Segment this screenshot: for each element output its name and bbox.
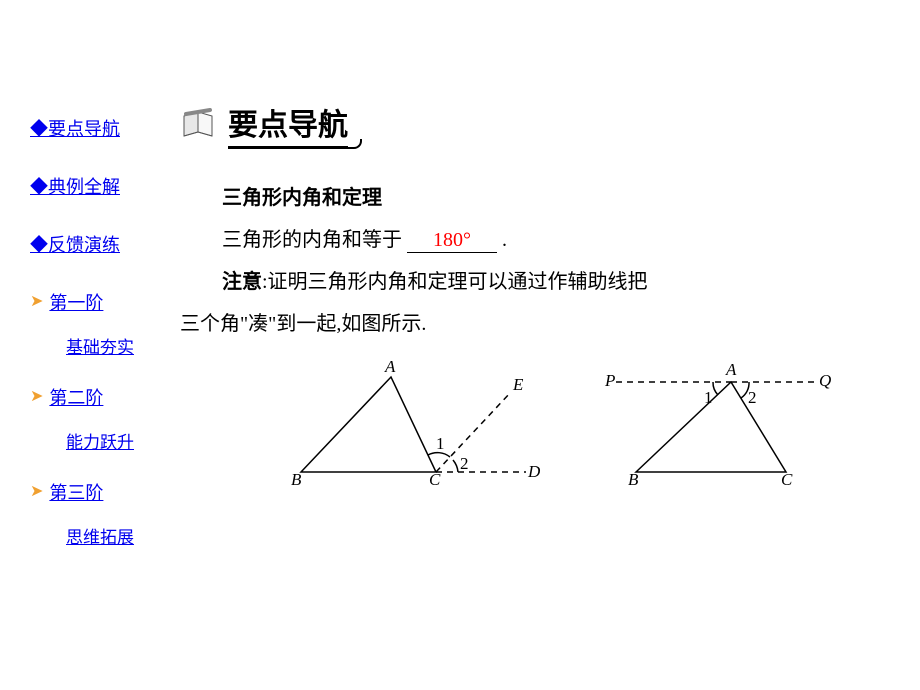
nav-stage2-wrap: ➤ 第二阶 bbox=[30, 384, 160, 410]
line3: 三个角"凑"到一起,如图所示. bbox=[180, 303, 890, 345]
label-D: D bbox=[527, 462, 541, 481]
section-heading: 要点导航 bbox=[180, 100, 890, 149]
note-label: 注意 bbox=[222, 271, 262, 293]
nav-feedback[interactable]: ◆反馈演练 bbox=[30, 231, 160, 257]
heading-text: 要点导航 bbox=[228, 100, 348, 149]
nav-stage3[interactable]: 第三阶 bbox=[49, 479, 103, 505]
label-Q: Q bbox=[819, 371, 831, 390]
nav-stage1[interactable]: 第一阶 bbox=[49, 289, 103, 315]
line1-prefix: 三角形的内角和等于 bbox=[222, 229, 402, 251]
book-icon bbox=[180, 106, 218, 144]
nav-stage3-wrap: ➤ 第三阶 bbox=[30, 479, 160, 505]
line1-suffix: . bbox=[502, 229, 507, 251]
chevron-icon: ➤ bbox=[30, 484, 43, 500]
label-angle2: 2 bbox=[748, 388, 757, 407]
answer-blank: 180° bbox=[407, 228, 497, 253]
label-B: B bbox=[291, 470, 302, 487]
subtitle: 三角形内角和定理 bbox=[222, 177, 890, 219]
label-C: C bbox=[781, 470, 793, 487]
nav-stage1-wrap: ➤ 第一阶 bbox=[30, 289, 160, 315]
chevron-icon: ➤ bbox=[30, 389, 43, 405]
nav-stage1-sub[interactable]: 基础夯实 bbox=[66, 333, 160, 358]
triangle-diagram-1: A B C D E 1 2 bbox=[281, 357, 541, 487]
nav-examples[interactable]: ◆典例全解 bbox=[30, 173, 160, 199]
note-line: 注意:证明三角形内角和定理可以通过作辅助线把 bbox=[222, 261, 890, 303]
line-sum: 三角形的内角和等于 180° . bbox=[222, 219, 890, 261]
nav-stage2-sub[interactable]: 能力跃升 bbox=[66, 428, 160, 453]
figures: A B C D E 1 2 bbox=[222, 357, 890, 487]
chevron-icon: ➤ bbox=[30, 294, 43, 310]
label-angle2: 2 bbox=[460, 454, 469, 473]
triangle-diagram-2: A B C P Q 1 2 bbox=[601, 357, 831, 487]
label-A: A bbox=[725, 360, 737, 379]
label-A: A bbox=[384, 357, 396, 376]
label-angle1: 1 bbox=[704, 388, 713, 407]
sidebar-nav: ◆要点导航 ◆典例全解 ◆反馈演练 ➤ 第一阶 基础夯实 ➤ 第二阶 能力跃升 … bbox=[0, 0, 170, 690]
nav-stage3-sub[interactable]: 思维拓展 bbox=[66, 523, 160, 548]
nav-key-points[interactable]: ◆要点导航 bbox=[30, 115, 160, 141]
label-C: C bbox=[429, 470, 441, 487]
nav-stage2[interactable]: 第二阶 bbox=[49, 384, 103, 410]
content-body: 三角形内角和定理 三角形的内角和等于 180° . 注意:证明三角形内角和定理可… bbox=[180, 177, 890, 487]
note-text: :证明三角形内角和定理可以通过作辅助线把 bbox=[262, 271, 648, 293]
label-E: E bbox=[512, 375, 524, 394]
label-B: B bbox=[628, 470, 639, 487]
label-angle1: 1 bbox=[436, 434, 445, 453]
main-content: 要点导航 三角形内角和定理 三角形的内角和等于 180° . 注意:证明三角形内… bbox=[170, 0, 920, 690]
label-P: P bbox=[604, 371, 615, 390]
